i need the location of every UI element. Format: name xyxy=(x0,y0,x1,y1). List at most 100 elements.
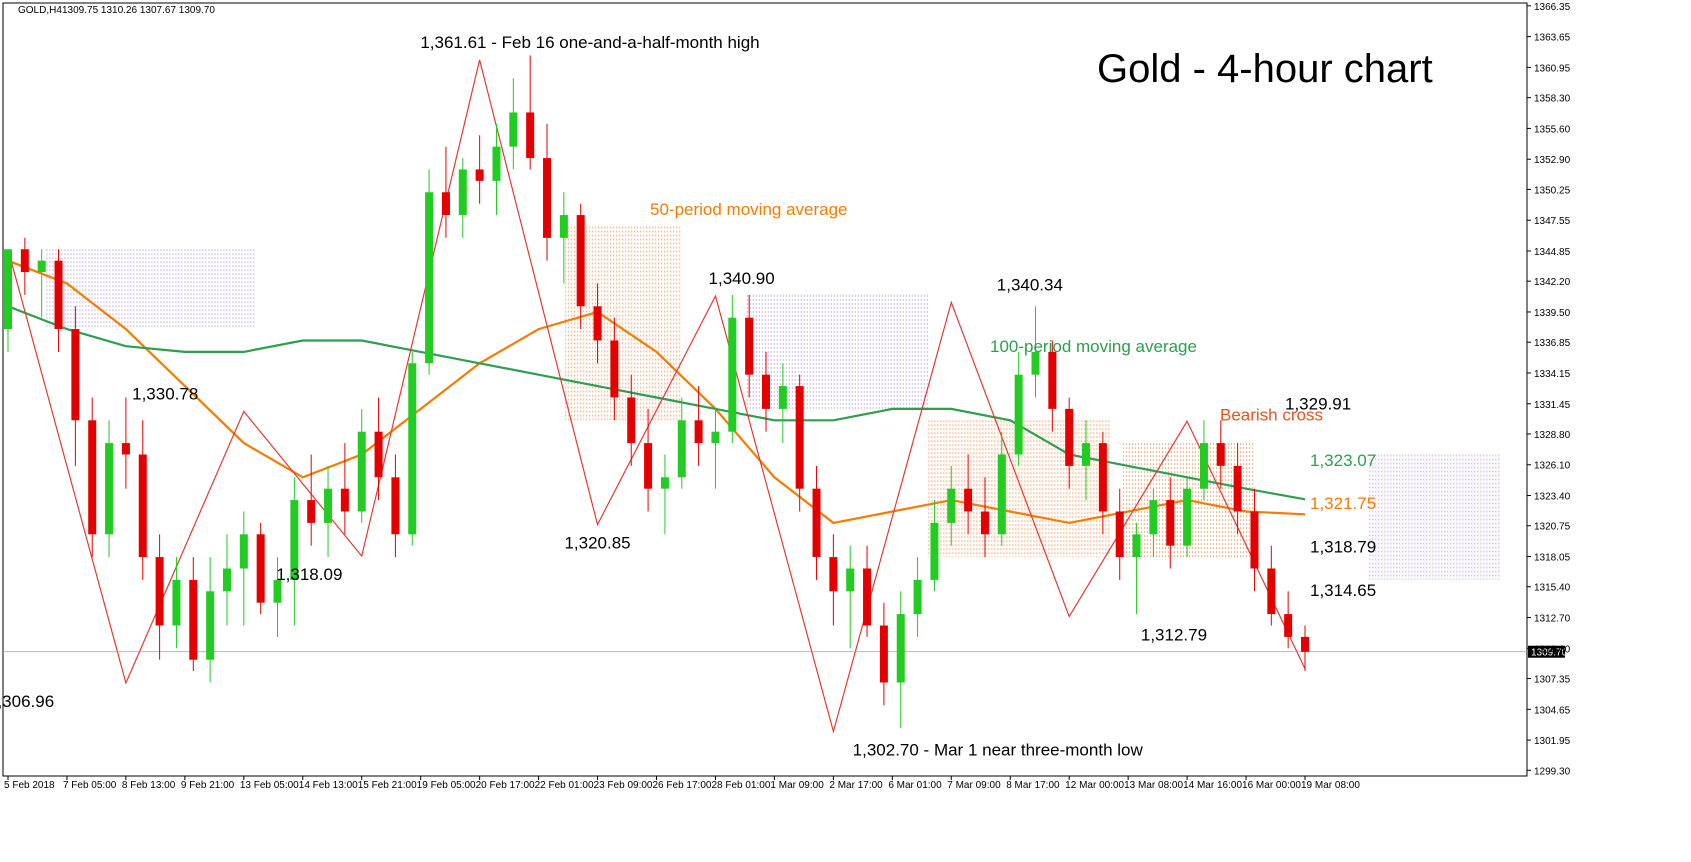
y-tick-label: 1352.90 xyxy=(1534,155,1571,166)
candle-body xyxy=(105,443,114,535)
candle-body xyxy=(745,317,754,375)
candle-body xyxy=(121,443,130,455)
y-tick-label: 1355.60 xyxy=(1534,124,1571,135)
candle-body xyxy=(1048,351,1057,409)
swing-label: 1,302.70 - Mar 1 near three-month low xyxy=(853,741,1144,760)
y-tick-label: 1366.35 xyxy=(1534,2,1571,13)
x-tick-label: 13 Feb 05:00 xyxy=(240,780,299,791)
candle-body xyxy=(492,146,501,181)
symbol-label: GOLD,H4 xyxy=(18,5,62,16)
candle-body xyxy=(340,488,349,512)
candle-body xyxy=(1267,568,1276,615)
swing-label: 1,340.90 xyxy=(709,269,775,288)
current-price-label: 1309.70 xyxy=(1531,648,1568,659)
candle-body xyxy=(997,454,1006,535)
chart-title: Gold - 4-hour chart xyxy=(1097,47,1433,91)
candle-body xyxy=(1014,374,1023,455)
candle-body xyxy=(812,488,821,558)
candle-body xyxy=(677,420,686,478)
y-tick-label: 1307.35 xyxy=(1534,675,1571,686)
x-tick-label: 12 Mar 00:00 xyxy=(1065,780,1124,791)
candle-body xyxy=(1284,614,1293,637)
candle-body xyxy=(879,625,888,683)
swing-label: 1,318.09 xyxy=(276,565,342,584)
candle-body xyxy=(273,579,282,603)
x-tick-label: 9 Feb 21:00 xyxy=(181,780,235,791)
candle-body xyxy=(627,397,636,444)
y-tick-label: 1299.30 xyxy=(1534,766,1571,777)
candle-body xyxy=(172,579,181,626)
swing-label: 1,340.34 xyxy=(997,275,1063,294)
candle-body xyxy=(778,386,787,409)
y-tick-label: 1304.65 xyxy=(1534,705,1571,716)
annotations: 1,306.96 1,330.78 1,318.09 1,361.61 - Feb 1… xyxy=(0,33,1376,760)
x-tick-label: 23 Feb 09:00 xyxy=(594,780,653,791)
indicator-value-label: 1,318.79 xyxy=(1310,538,1376,557)
candle-body xyxy=(761,374,770,409)
ma50-line xyxy=(7,259,1306,525)
candle-body xyxy=(155,557,164,626)
x-tick-label: 7 Mar 09:00 xyxy=(947,780,1001,791)
candle-body xyxy=(1183,488,1192,546)
candle-body xyxy=(947,488,956,523)
candle-body xyxy=(4,249,12,330)
y-tick-label: 1339.50 xyxy=(1534,308,1571,319)
candle-body xyxy=(509,112,518,147)
candle-body xyxy=(795,386,804,489)
y-tick-label: 1344.85 xyxy=(1534,247,1571,258)
candle-body xyxy=(610,340,619,398)
swing-label: 1,329.91 xyxy=(1285,394,1351,413)
candle-body xyxy=(644,443,653,489)
candle-body xyxy=(543,158,552,238)
price-axis: 1309.70 1366.35 1363.65 1360.95 1358.30 1355.… xyxy=(1527,2,1571,777)
x-tick-label: 19 Mar 08:00 xyxy=(1301,780,1360,791)
candle-body xyxy=(829,557,838,592)
y-tick-label: 1320.75 xyxy=(1534,522,1571,533)
candle-body xyxy=(930,522,939,580)
candle-body xyxy=(189,579,198,660)
y-tick-label: 1331.45 xyxy=(1534,400,1571,411)
candle-body xyxy=(559,215,568,238)
annotation-label: 100-period moving average xyxy=(990,337,1197,356)
y-tick-label: 1328.80 xyxy=(1534,430,1571,441)
current-price-box xyxy=(1528,645,1565,658)
y-tick-label: 1318.05 xyxy=(1534,553,1571,564)
swing-label: 1,361.61 - Feb 16 one-and-a-half-month h… xyxy=(420,33,759,52)
y-tick-label: 1312.70 xyxy=(1534,614,1571,625)
time-axis: 5 Feb 2018 7 Feb 05:00 8 Feb 13:00 9 Feb 21… xyxy=(4,776,1360,791)
x-tick-label: 19 Feb 05:00 xyxy=(417,780,476,791)
candle-body xyxy=(88,420,97,535)
x-tick-label: 13 Mar 08:00 xyxy=(1124,780,1183,791)
candle-body xyxy=(1132,534,1141,558)
y-tick-label: 1350.25 xyxy=(1534,185,1571,196)
y-tick-label: 1310.00 xyxy=(1534,644,1571,655)
candle-body xyxy=(307,500,316,523)
y-tick-label: 1334.15 xyxy=(1534,369,1571,380)
candle-body xyxy=(1166,500,1175,546)
x-tick-label: 16 Mar 00:00 xyxy=(1242,780,1301,791)
candle-body xyxy=(54,260,63,330)
indicator-value-label: 1,321.75 xyxy=(1310,494,1376,513)
x-tick-label: 14 Mar 16:00 xyxy=(1183,780,1242,791)
y-tick-label: 1315.40 xyxy=(1534,583,1571,594)
candle-body xyxy=(458,169,467,216)
candle-body xyxy=(593,306,602,341)
candle-body xyxy=(980,511,989,535)
candle-body xyxy=(20,249,29,273)
indicator-value-label: 1,323.07 xyxy=(1310,451,1376,470)
candle-body xyxy=(239,534,248,569)
candle-body xyxy=(357,431,366,512)
candle-body xyxy=(408,363,417,535)
candle-body xyxy=(1216,443,1225,466)
annotation-label: 50-period moving average xyxy=(650,200,848,219)
candle-body xyxy=(37,260,46,273)
candle-body xyxy=(324,488,333,523)
y-tick-label: 1323.40 xyxy=(1534,492,1571,503)
swing-label: 1,312.79 xyxy=(1141,625,1207,644)
candle-body xyxy=(1149,500,1158,535)
candle-body xyxy=(964,488,973,512)
ohlc-label: 1309.75 1310.26 1307.67 1309.70 xyxy=(62,5,215,16)
candle-body xyxy=(1199,443,1208,489)
candle-body xyxy=(290,500,299,580)
